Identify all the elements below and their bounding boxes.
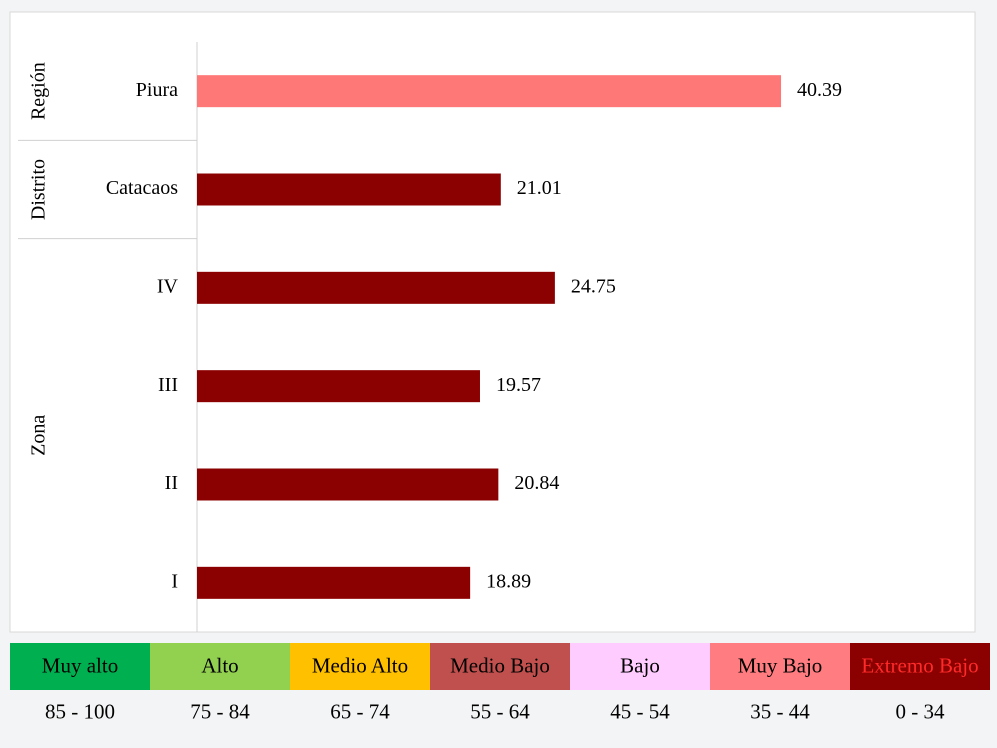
legend-swatch xyxy=(290,643,430,690)
bar xyxy=(197,75,782,108)
legend-range: 55 - 64 xyxy=(470,699,530,723)
value-label: 19.57 xyxy=(496,374,541,396)
legend-swatch xyxy=(850,643,990,690)
legend-range: 75 - 84 xyxy=(190,699,250,723)
legend-range: 85 - 100 xyxy=(45,699,115,723)
value-label: 18.89 xyxy=(486,570,531,592)
group-label: Zona xyxy=(28,415,50,456)
plot-area xyxy=(9,11,976,633)
category-label: Catacaos xyxy=(106,177,178,199)
category-label: II xyxy=(165,472,178,494)
category-label: IV xyxy=(157,275,179,297)
legend-swatch xyxy=(150,643,290,690)
legend-label: Bajo xyxy=(620,653,660,677)
legend-label: Extremo Bajo xyxy=(861,653,978,677)
bar xyxy=(197,370,480,403)
bar xyxy=(197,566,471,599)
legend-swatch xyxy=(430,643,570,690)
category-label: Piura xyxy=(136,79,178,101)
category-label: III xyxy=(158,374,178,396)
legend-label: Medio Alto xyxy=(312,653,408,677)
legend-label: Medio Bajo xyxy=(450,653,550,677)
legend-range: 35 - 44 xyxy=(750,699,810,723)
legend-label: Muy alto xyxy=(42,653,118,677)
legend-range: 65 - 74 xyxy=(330,699,390,723)
legend-range: 45 - 54 xyxy=(610,699,670,723)
legend-range: 0 - 34 xyxy=(896,699,945,723)
value-label: 21.01 xyxy=(517,177,562,199)
category-label: I xyxy=(171,570,178,592)
legend-swatch xyxy=(10,643,150,690)
bar xyxy=(197,271,555,304)
legend-swatch xyxy=(570,643,710,690)
value-label: 24.75 xyxy=(571,275,616,297)
legend-label: Muy Bajo xyxy=(738,653,823,677)
bar xyxy=(197,468,499,501)
group-label: Región xyxy=(28,62,50,120)
value-label: 20.84 xyxy=(514,472,559,494)
legend-swatch xyxy=(710,643,850,690)
bar xyxy=(197,173,501,206)
legend-label: Alto xyxy=(201,653,238,677)
value-label: 40.39 xyxy=(797,79,842,101)
group-label: Distrito xyxy=(28,159,50,220)
